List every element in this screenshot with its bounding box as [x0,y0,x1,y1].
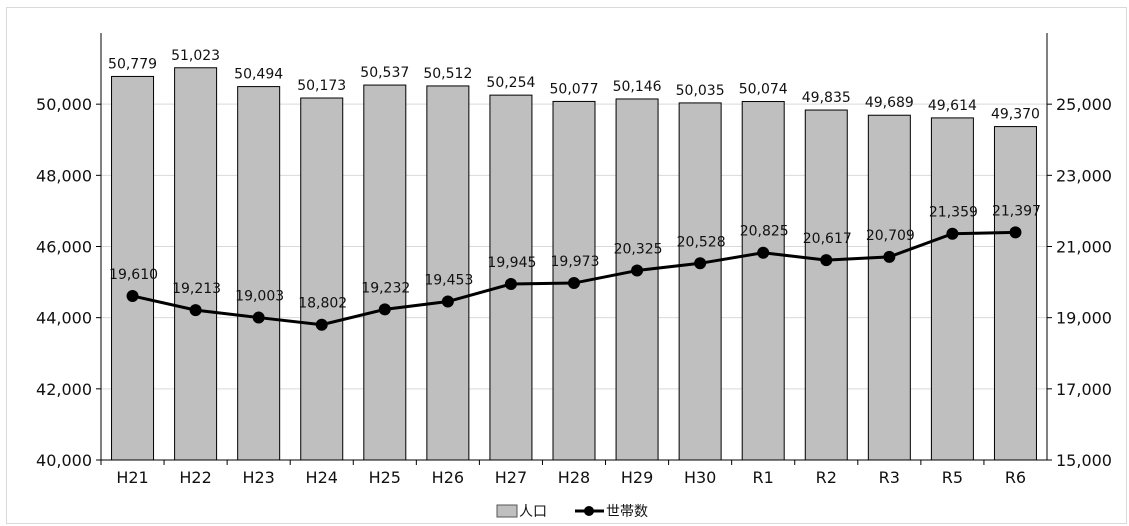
left-y-tick-label: 42,000 [36,380,92,399]
household-label-H28: 19,973 [551,254,600,270]
bar-label-H29: 50,146 [613,79,662,95]
bar-label-R1: 50,074 [739,82,788,98]
line-data-labels: 19,610 19,213 19,003 18,802 19,232 19,453 19,9… [109,203,1041,311]
bar-H24 [300,97,344,461]
left-y-tick-label: 50,000 [36,95,92,114]
x-tick-label-H28: H28 [558,468,590,487]
household-point-H28 [568,277,580,290]
left-y-tick-label: 48,000 [36,166,92,185]
right-y-tick-label: 17,000 [1056,380,1112,399]
household-label-R2: 20,617 [803,231,852,247]
bar-R6 [993,126,1037,461]
bar-H29 [615,98,659,461]
legend-household-label: 世帯数 [606,504,648,520]
bar-label-H22: 51,023 [171,48,220,64]
left-y-tick-label: 44,000 [36,309,92,328]
right-y-tick-label: 19,000 [1056,309,1112,328]
household-point-H21 [126,289,139,302]
household-point-H25 [378,303,391,316]
household-point-H29 [631,264,644,277]
household-label-H22: 19,213 [172,281,221,297]
household-point-R6 [1009,226,1022,239]
bar-label-H27: 50,254 [486,75,535,91]
right-y-tick-label: 23,000 [1056,166,1112,185]
x-tick-label-H30: H30 [684,468,716,487]
household-label-H25: 19,232 [361,280,410,296]
household-label-R5: 21,359 [929,205,978,221]
bar-H30 [678,102,722,461]
x-tick-label-R3: R3 [879,468,900,487]
household-point-R1 [757,246,770,259]
bar-label-R3: 49,689 [865,95,914,111]
bar-H26 [426,85,470,461]
right-y-tick-label: 21,000 [1056,238,1112,257]
household-point-H22 [189,304,202,317]
household-point-R3 [883,250,896,263]
household-label-H30: 20,528 [677,234,726,250]
bar-H27 [489,94,533,461]
bar-R1 [741,101,785,461]
bar-H23 [237,86,281,461]
x-axis-ticks: H21 H22 H23 H24 H25 H26 H27 H28 H29 H30 R1 R2 R3 R5 R6 [100,460,1026,487]
bar-label-R6: 49,370 [991,107,1040,123]
left-y-tick-label: 46,000 [36,238,92,257]
legend-household-marker [584,506,594,516]
household-label-H24: 18,802 [298,296,347,312]
x-tick-label-R2: R2 [816,468,837,487]
x-tick-label-H26: H26 [432,468,464,487]
bar-label-H28: 50,077 [550,81,599,97]
x-tick-label-H23: H23 [242,468,274,487]
left-y-tick-label: 40,000 [36,451,92,470]
bar-label-H21: 50,779 [108,56,157,72]
household-point-R5 [946,227,959,240]
bar-label-R5: 49,614 [928,98,977,114]
bar-label-R2: 49,835 [802,90,851,106]
x-tick-label-R5: R5 [942,468,963,487]
household-point-H23 [252,311,265,324]
household-label-R6: 21,397 [992,203,1041,219]
household-point-H27 [504,278,517,291]
x-tick-label-R1: R1 [753,468,774,487]
x-tick-label-H21: H21 [116,468,148,487]
bar-R2 [804,109,848,461]
household-label-H29: 20,325 [614,242,663,258]
bar-R5 [930,117,974,461]
bar-label-H24: 50,173 [297,78,346,94]
bar-label-H25: 50,537 [360,65,409,81]
bar-series-population [111,67,1037,461]
bar-R3 [867,114,911,461]
bar-H25 [363,84,407,461]
right-y-tick-label: 15,000 [1056,451,1112,470]
bar-H22 [174,67,218,461]
household-label-H27: 19,945 [487,255,536,271]
bar-data-labels: 50,779 51,023 50,494 50,173 50,537 50,512 50,2… [108,48,1040,123]
household-label-H23: 19,003 [235,289,284,305]
legend: 人口 世帯数 [496,504,648,520]
x-tick-label-H24: H24 [306,468,338,487]
x-tick-label-R6: R6 [1005,468,1026,487]
household-point-H26 [441,295,454,308]
household-point-H24 [315,318,328,331]
household-point-H30 [694,257,707,270]
x-tick-label-H29: H29 [621,468,653,487]
right-y-tick-label: 25,000 [1056,95,1112,114]
household-point-R2 [820,254,833,267]
household-label-H21: 19,610 [109,267,158,283]
household-label-H26: 19,453 [424,273,473,289]
x-tick-label-H22: H22 [179,468,211,487]
bar-label-H30: 50,035 [676,83,725,99]
household-label-R3: 20,709 [866,228,915,244]
x-tick-label-H27: H27 [495,468,527,487]
left-y-axis-ticks: 40,000 42,000 44,000 46,000 48,000 50,000 [36,95,101,470]
legend-population-swatch [496,504,518,518]
x-tick-label-H25: H25 [369,468,401,487]
legend-population-label: 人口 [519,504,547,520]
line-series-households [126,226,1022,331]
bar-label-H26: 50,512 [423,66,472,82]
household-label-R1: 20,825 [740,224,789,240]
right-y-axis-ticks: 15,000 17,000 19,000 21,000 23,000 25,000 [1047,95,1112,470]
bar-label-H23: 50,494 [234,67,283,83]
